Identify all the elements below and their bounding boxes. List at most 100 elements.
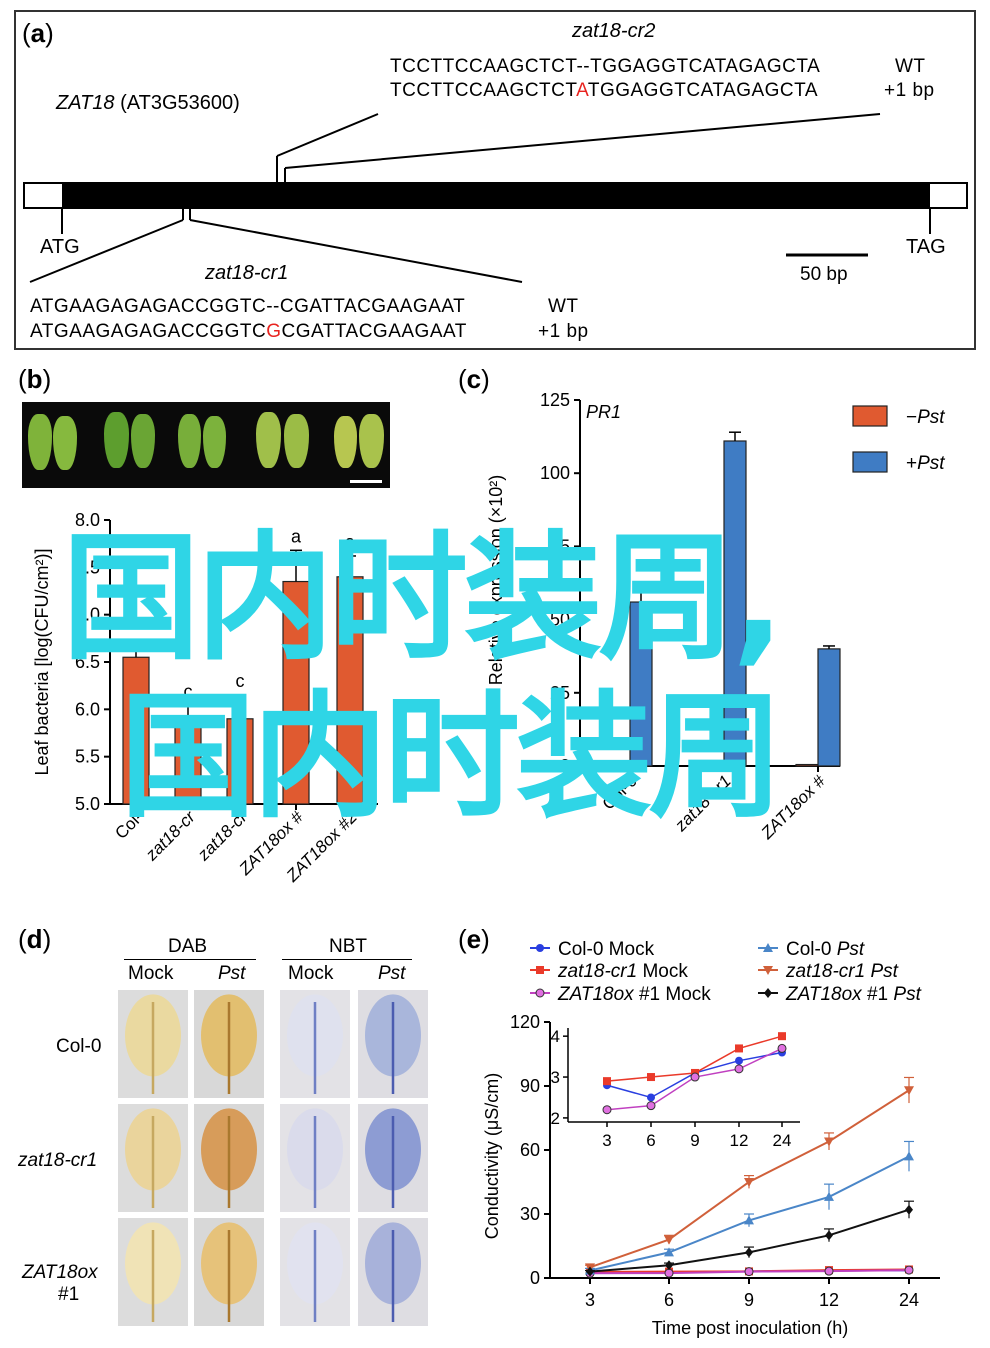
inset-x-tick-label: 9 <box>690 1131 699 1150</box>
pr1-expression-chart: 125 100 75 50 25 0 Relative expression (×10²) P… <box>486 390 945 843</box>
legend-marker <box>536 944 544 952</box>
data-point <box>664 1268 674 1278</box>
y-tick-label: 0 <box>530 1268 540 1288</box>
data-point <box>905 1204 913 1215</box>
y-tick-label: 75 <box>550 536 570 556</box>
legend-label: Col-0 Pst <box>786 939 865 960</box>
cr1-wt-label: WT <box>548 296 579 317</box>
data-point <box>824 1137 834 1147</box>
leaf-image <box>178 414 201 468</box>
significance-letter: a <box>345 532 356 552</box>
inset-data-point <box>735 1056 743 1065</box>
legend-marker <box>536 966 544 974</box>
stain-image-grid <box>118 990 428 1326</box>
leaf-image <box>28 414 52 470</box>
legend-label: zat18-cr1 Mock <box>557 961 688 982</box>
bar <box>723 440 747 767</box>
bar <box>336 576 364 805</box>
cr2-mut-label: +1 bp <box>884 80 935 101</box>
leaf-image <box>104 412 129 468</box>
legend-label: ZAT18ox #1 Mock <box>557 984 711 1005</box>
panel-a-letter: (a) <box>22 18 54 48</box>
bar <box>226 718 254 805</box>
legend-label: Col-0 Mock <box>558 939 655 960</box>
y-tick-label: 7.5 <box>75 557 100 577</box>
y-tick-label: 60 <box>520 1140 540 1160</box>
legend-swatch <box>852 451 888 473</box>
data-point <box>824 1266 834 1276</box>
data-point <box>745 1247 753 1258</box>
y-tick-label: 6.5 <box>75 652 100 672</box>
data-point <box>586 1266 594 1277</box>
x-tick-label: 12 <box>819 1290 839 1310</box>
inset-data-point <box>646 1101 656 1111</box>
nbt-header-rule <box>282 959 412 960</box>
inset-data-point <box>734 1064 744 1074</box>
inset-data-point <box>777 1043 787 1053</box>
row-label-ox: ZAT18ox <box>22 1262 98 1283</box>
overlay-text-line2: 国内时装周 <box>120 679 784 837</box>
y-axis-label: Relative expression (×10²) <box>486 475 506 686</box>
cr2-insertion: A <box>576 80 588 101</box>
cr2-mut-sequence: TCCTTCCAAGCTCTATGGAGGTCATAGAGCTA <box>390 80 819 101</box>
dab-mock-label: Mock <box>128 963 174 984</box>
x-tick-label: 3 <box>585 1290 595 1310</box>
cr2-wt-sequence: TCCTTCCAAGCTCT--TGGAGGTCATAGAGCTA <box>390 56 821 77</box>
dab-header: DAB <box>168 936 208 957</box>
x-tick-label: 9 <box>744 1290 754 1310</box>
cr1-mut-sequence: ATGAAGAGAGACCGGTCGCGATTACGAAGAAT <box>30 321 467 342</box>
cr1-mut-label: +1 bp <box>538 321 589 342</box>
leaf-image <box>359 414 384 468</box>
legend-marker <box>763 943 773 952</box>
start-codon-label: ATG <box>40 236 80 258</box>
y-tick-label: 7.0 <box>75 605 100 625</box>
significance-letter: a <box>291 526 302 546</box>
inset-data-point <box>735 1044 743 1053</box>
legend-marker <box>764 988 772 998</box>
data-point <box>904 1265 914 1275</box>
legend-swatch <box>852 405 888 427</box>
y-tick-label: 5.0 <box>75 794 100 814</box>
y-axis-label: Leaf bacteria [log(CFU/cm²)] <box>32 548 52 775</box>
dab-header-rule <box>124 959 256 960</box>
scale-bar-label: 50 bp <box>800 264 848 285</box>
panel-a-frame <box>14 10 976 350</box>
inset-x-tick-label: 12 <box>730 1131 749 1150</box>
significance-letter: c <box>236 671 245 691</box>
y-tick-label: 125 <box>540 390 570 410</box>
y-axis-label: Conductivity (μS/cm) <box>482 1073 502 1239</box>
nbt-pst-label: Pst <box>378 963 406 984</box>
y-tick-label: 50 <box>550 610 570 630</box>
y-tick-label: 0 <box>560 756 570 776</box>
row-label-cr1: zat18-cr1 <box>18 1150 98 1171</box>
bar <box>817 648 841 767</box>
legend-marker <box>535 988 545 998</box>
significance-letter: c <box>184 682 193 702</box>
y-tick-label: 120 <box>510 1012 540 1032</box>
cr2-wt-label: WT <box>895 56 926 77</box>
inset-data-point <box>647 1093 655 1102</box>
leaf-image <box>256 412 281 468</box>
inset-data-point <box>778 1032 786 1041</box>
leaf-image <box>53 416 77 470</box>
x-tick-label: 6 <box>664 1290 674 1310</box>
nbt-mock-label: Mock <box>288 963 334 984</box>
inset-data-point <box>647 1073 655 1082</box>
inset-y-tick-label: 3 <box>551 1068 560 1087</box>
data-point <box>904 1151 914 1161</box>
gene-title: PR1 <box>586 402 621 422</box>
cr1-title: zat18-cr1 <box>205 262 289 284</box>
data-point <box>664 1235 674 1245</box>
bar <box>122 656 150 805</box>
data-point <box>744 1215 754 1225</box>
data-point <box>664 1247 674 1257</box>
data-point <box>824 1191 834 1201</box>
data-point <box>665 1260 673 1271</box>
photo-scale-bar <box>350 480 382 483</box>
inset-data-point <box>603 1077 611 1086</box>
x-tick-label: 24 <box>899 1290 919 1310</box>
leaf-image <box>203 416 226 468</box>
y-tick-label: 6.0 <box>75 699 100 719</box>
leaf-image <box>334 416 357 468</box>
